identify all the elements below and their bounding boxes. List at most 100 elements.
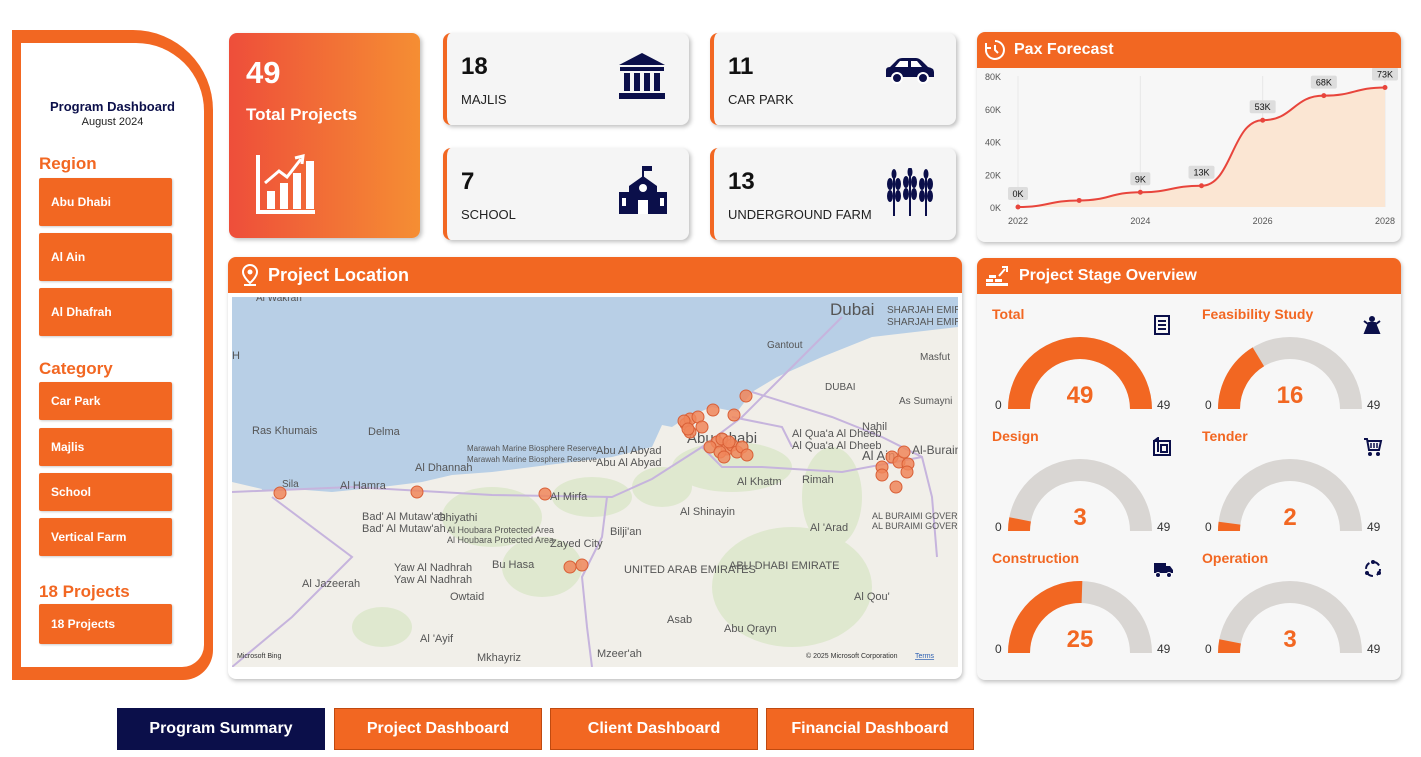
category-vertical-farm[interactable]: Vertical Farm xyxy=(39,518,172,556)
stage-gauge-operation: Operation 3 0 49 xyxy=(1187,550,1399,670)
map-place-label: Bad' Al Mutaw'ah xyxy=(362,511,446,523)
map-place-label: Ras Khumais xyxy=(252,425,318,437)
region-al-ain[interactable]: Al Ain xyxy=(39,233,172,281)
project-marker[interactable] xyxy=(727,408,741,422)
project-map[interactable]: Al Wakrah Dubai SHARJAH EMIRATESHARJAH EMI… xyxy=(232,297,958,667)
cart-icon xyxy=(1364,438,1383,456)
gauge-min: 0 xyxy=(995,642,1002,656)
category-school[interactable]: School xyxy=(39,473,172,511)
map-green-area xyxy=(502,537,582,597)
data-point[interactable] xyxy=(1321,93,1327,99)
map-place-label: Al Qua'a Al Dheeb xyxy=(792,428,882,440)
gauge-track xyxy=(1218,581,1362,653)
region-abu-dhabi[interactable]: Abu Dhabi xyxy=(39,178,172,226)
map-place-label: Al Jazeerah xyxy=(302,578,360,590)
project-marker[interactable] xyxy=(722,435,736,449)
map-place-label: Al Houbara Protected Area xyxy=(447,535,554,545)
region-heading: Region xyxy=(39,154,97,173)
map-place-label: Bilji'an xyxy=(610,526,641,538)
pax-forecast-chart: 0K 20K 40K 60K 80K 2022 2024 2026 2028 0K 9K 13K 53K… xyxy=(985,68,1398,226)
map-place-label: Yaw Al Nadhrah xyxy=(394,562,472,574)
map-place-label: Bu Hasa xyxy=(492,559,535,571)
project-marker[interactable] xyxy=(273,486,287,500)
map-road xyxy=(701,446,923,474)
project-marker[interactable] xyxy=(740,448,754,462)
gauge-title: Feasibility Study xyxy=(1202,306,1314,322)
kpi-value: 11 xyxy=(728,53,754,80)
gauge-title: Construction xyxy=(992,550,1080,566)
map-place-label: UNITED ARAB EMIRATES xyxy=(624,564,756,576)
area-fill xyxy=(1018,87,1385,207)
project-marker[interactable] xyxy=(889,480,903,494)
project-marker[interactable] xyxy=(897,445,911,459)
project-location-header: Project Location xyxy=(228,257,962,293)
map-place-label: As Sumayni xyxy=(899,396,952,407)
gauge-min: 0 xyxy=(1205,642,1212,656)
total-projects-label: Total Projects xyxy=(246,105,358,124)
pax-forecast-panel: Pax Forecast 0K 20K 40K 60K 80K 2022 2024 2026 2… xyxy=(977,32,1401,242)
project-marker[interactable] xyxy=(410,485,424,499)
map-place-label: AL BURAIMI GOVERNORATE xyxy=(872,511,958,521)
project-marker[interactable] xyxy=(717,450,731,464)
map-place-label: Gantout xyxy=(767,340,803,351)
data-label-bg xyxy=(1188,165,1215,179)
project-marker[interactable] xyxy=(875,468,889,482)
y-tick-label: 0K xyxy=(990,203,1001,213)
data-point[interactable] xyxy=(1137,189,1143,195)
map-place-label: Delma xyxy=(368,426,401,438)
project-stage-panel: Project Stage Overview Total 49 0 49 Feasibi… xyxy=(977,258,1401,680)
map-place-label: Bad' Al Mutaw'ah xyxy=(362,523,446,535)
pax-forecast-title: Pax Forecast xyxy=(1014,41,1114,58)
project-marker[interactable] xyxy=(563,560,577,574)
project-marker[interactable] xyxy=(695,420,709,434)
kpi-value: 13 xyxy=(728,168,755,195)
stage-gauge-tender: Tender 2 0 49 xyxy=(1187,428,1399,548)
data-point[interactable] xyxy=(1199,183,1204,189)
person-star-icon xyxy=(1363,316,1381,334)
data-label-bg xyxy=(1249,100,1276,114)
kpi-value: 7 xyxy=(461,168,475,195)
kpi-card-underground-farm: 13 UNDERGROUND FARM xyxy=(710,148,956,240)
project-marker[interactable] xyxy=(739,389,753,403)
category-car-park[interactable]: Car Park xyxy=(39,382,172,420)
projects-button[interactable]: 18 Projects xyxy=(39,604,172,644)
data-label-bg xyxy=(1310,75,1337,89)
project-marker[interactable] xyxy=(900,465,914,479)
map-place-label: Mkhayriz xyxy=(477,652,521,664)
map-terms-link[interactable]: Terms xyxy=(915,653,935,660)
map-place-label: Al Dhannah xyxy=(415,462,473,474)
data-point[interactable] xyxy=(1076,197,1082,203)
map-place-label: Nahil xyxy=(862,421,887,433)
category-majlis[interactable]: Majlis xyxy=(39,428,172,466)
map-place-label: Owtaid xyxy=(450,591,484,603)
nav-financial-dashboard[interactable]: Financial Dashboard xyxy=(766,708,974,750)
project-stage-header: Project Stage Overview xyxy=(977,258,1401,294)
nav-client-dashboard[interactable]: Client Dashboard xyxy=(550,708,758,750)
nav-project-dashboard[interactable]: Project Dashboard xyxy=(334,708,542,750)
map-green-area xyxy=(632,467,692,507)
map-place-label: Al Houbara Protected Area xyxy=(447,525,554,535)
data-point[interactable] xyxy=(1015,204,1021,210)
map-place-label: Sila xyxy=(282,479,299,490)
total-projects-value: 49 xyxy=(246,55,281,90)
data-label: 53K xyxy=(1255,102,1271,112)
data-point[interactable] xyxy=(1382,84,1388,90)
map-place-label: Ghiyathi xyxy=(437,512,477,524)
map-place-label: Marawah Marine Biosphere Reserve xyxy=(467,455,597,464)
map-place-label: DUBAI xyxy=(825,382,856,393)
gauge-max: 49 xyxy=(1367,642,1381,656)
region-al-dhafrah[interactable]: Al Dhafrah xyxy=(39,288,172,336)
gauge-fill xyxy=(1008,581,1083,653)
project-marker[interactable] xyxy=(706,403,720,417)
map-road xyxy=(731,416,793,448)
clock-history-icon xyxy=(985,40,1005,60)
sidebar-panel: Program Dashboard August 2024 Region Abu… xyxy=(21,43,204,667)
map-green-area xyxy=(352,607,412,647)
map-place-label: Yaw Al Nadhrah xyxy=(394,574,472,586)
data-point[interactable] xyxy=(1260,117,1266,123)
nav-program-summary[interactable]: Program Summary xyxy=(117,708,325,750)
project-marker[interactable] xyxy=(575,558,589,572)
gauge-max: 49 xyxy=(1367,520,1381,534)
project-marker[interactable] xyxy=(538,487,552,501)
project-marker[interactable] xyxy=(681,422,695,436)
